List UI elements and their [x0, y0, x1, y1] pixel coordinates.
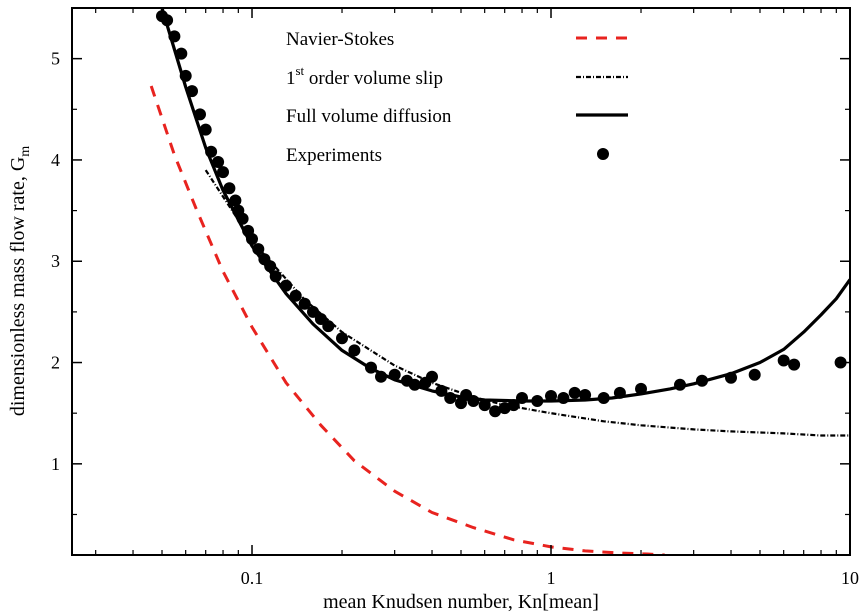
x-tick-label: 1 — [547, 568, 556, 588]
x-tick-label: 10 — [841, 568, 859, 588]
legend-label: 1st order volume slip — [286, 63, 443, 89]
y-tick-label: 2 — [51, 353, 60, 373]
experiment-point — [426, 370, 438, 383]
experiment-point — [388, 368, 401, 381]
y-tick-label: 3 — [51, 251, 60, 271]
x-axis-label: mean Knudsen number, Kn[mean] — [323, 591, 599, 613]
experiment-point — [236, 212, 249, 225]
experiment-point — [175, 47, 188, 60]
experiment-point — [531, 395, 544, 407]
experiment-point — [314, 313, 327, 325]
experiment-point — [516, 392, 528, 404]
y-axis-label-main: dimensionless mass flow rate, G — [7, 157, 29, 416]
experiment-point — [408, 378, 421, 391]
experiment-point — [252, 243, 265, 256]
experiment-point — [788, 358, 801, 371]
legend-label: Navier-Stokes — [286, 29, 394, 50]
legend: Navier-Stokes 1st order volume slip Full v… — [286, 29, 628, 166]
experiment-point — [336, 332, 348, 345]
experiment-point — [435, 384, 448, 397]
experiment-point — [579, 389, 592, 401]
experiment-point — [613, 386, 626, 399]
experiment-point — [307, 305, 319, 318]
experiment-point — [223, 182, 236, 195]
experiment-point — [489, 405, 502, 418]
experiment-point — [365, 361, 377, 374]
experiment-point — [229, 194, 242, 207]
experiment-point — [161, 14, 174, 27]
experiment-point — [205, 145, 218, 158]
experiment-point — [269, 270, 282, 283]
experiment-point — [467, 395, 480, 407]
series-line-solid — [160, 8, 850, 403]
experiment-point — [199, 123, 212, 136]
experiment-point — [168, 30, 181, 43]
experiment-point — [674, 378, 686, 391]
experiment-point — [478, 399, 491, 412]
experiment-point — [298, 297, 311, 310]
experiment-point — [444, 392, 457, 404]
series-layer — [149, 8, 850, 555]
experiment-point — [186, 85, 198, 98]
experiment-point — [557, 392, 570, 404]
experiment-point — [194, 108, 206, 121]
experiment-point — [545, 390, 557, 402]
experiment-point — [246, 233, 258, 245]
experiment-point — [375, 370, 387, 383]
experiment-point — [280, 279, 293, 292]
experiment-point — [217, 166, 229, 179]
experiment-point — [322, 320, 335, 333]
series-line-dashdot — [204, 169, 850, 437]
y-tick-label: 5 — [51, 49, 60, 69]
experiment-point — [289, 289, 302, 302]
y-tick-label: 4 — [51, 150, 60, 170]
experiment-point — [725, 371, 737, 384]
experiment-point — [597, 392, 610, 404]
experiment-point — [568, 386, 581, 399]
y-axis-label-subscript: m — [18, 146, 33, 157]
experiment-point — [179, 69, 192, 82]
y-tick-label: 1 — [51, 454, 60, 474]
experiment-point — [212, 156, 225, 168]
series-experiments — [156, 10, 847, 418]
y-axis-label: dimensionless mass flow rate, Gm — [7, 146, 33, 416]
experiment-point — [748, 368, 761, 381]
experiment-point — [348, 344, 361, 357]
legend-swatch-experiments — [597, 148, 609, 160]
ticks-layer: 0.1 1 10 1 2 3 4 5 — [51, 8, 859, 588]
experiment-point — [507, 399, 520, 412]
experiment-point — [264, 260, 277, 273]
experiment-point — [635, 382, 647, 395]
experiment-point — [777, 354, 790, 367]
x-tick-label: 0.1 — [241, 568, 264, 588]
series-line-dashed — [149, 85, 665, 555]
experiment-point — [696, 374, 708, 387]
legend-label: Experiments — [286, 145, 382, 166]
legend-label: Full volume diffusion — [286, 106, 452, 127]
